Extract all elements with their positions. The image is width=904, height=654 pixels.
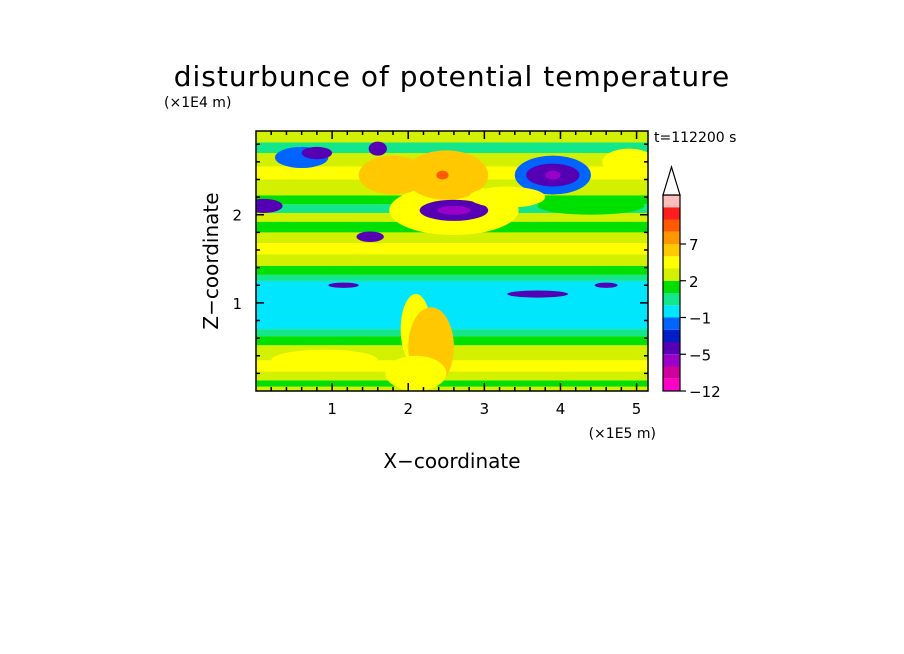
contour-band <box>256 142 648 154</box>
contour-band <box>256 380 648 387</box>
contour-band <box>256 274 648 281</box>
axis-ticks: 1 2 3 4 5 1 2 <box>232 131 648 418</box>
contour-band <box>256 265 648 275</box>
colorbar-swatch <box>663 342 680 355</box>
colorbar-tick-label: −12 <box>689 383 721 401</box>
contour-blob <box>271 349 378 371</box>
x-axis-title: X−coordinate <box>383 449 520 473</box>
chart-title: disturbunce of potential temperature <box>174 60 731 93</box>
colorbar-swatch <box>663 354 680 367</box>
plot-frame <box>255 130 649 392</box>
colorbar-swatch <box>663 293 680 306</box>
contour-blob <box>358 155 428 195</box>
colorbar-swatch <box>663 366 680 379</box>
contour-band <box>256 254 648 266</box>
contour-blob <box>545 170 561 180</box>
colorbar-swatch <box>663 378 680 391</box>
y-tick-label: 2 <box>232 207 242 225</box>
colorbar-swatch <box>663 317 680 330</box>
contour-band <box>256 386 648 391</box>
contour-band <box>256 313 648 330</box>
contour-blob <box>328 282 359 288</box>
contour-band <box>256 360 648 372</box>
contour-band <box>256 232 648 243</box>
contour-blob <box>368 141 387 156</box>
y-scale-label: (×1E4 m) <box>164 95 231 111</box>
time-label: t=112200 s <box>654 130 736 146</box>
colorbar-swatch <box>663 195 680 208</box>
contour-blob <box>437 205 471 215</box>
contour-band <box>256 131 648 143</box>
contour-blob <box>594 282 618 288</box>
contour-blob <box>469 186 546 208</box>
colorbar-swatch <box>663 256 680 269</box>
contour-blob <box>385 355 447 391</box>
colorbar-swatch <box>663 244 680 257</box>
x-tick-label: 4 <box>556 400 566 418</box>
x-tick-label: 1 <box>327 400 337 418</box>
contour-blob <box>301 146 333 160</box>
contour-band <box>256 280 648 314</box>
contour-blob <box>356 231 384 243</box>
contour-blob <box>256 198 283 213</box>
colorbar-swatch <box>663 231 680 244</box>
colorbar-swatch <box>663 207 680 220</box>
x-tick-label: 5 <box>632 400 642 418</box>
colorbar-swatch <box>663 268 680 281</box>
colorbar-extend-arrow <box>662 164 681 196</box>
colorbar-swatch <box>663 219 680 232</box>
contour-blob <box>602 148 648 176</box>
colorbar-swatch <box>663 280 680 293</box>
colorbar-tick-label: 2 <box>689 273 699 291</box>
x-scale-label: (×1E5 m) <box>589 426 656 442</box>
colorbar-swatch <box>663 305 680 318</box>
colorbar-tick-label: −5 <box>689 346 711 364</box>
contour-field <box>256 131 648 391</box>
x-tick-label: 2 <box>403 400 413 418</box>
colorbar-swatch <box>663 329 680 342</box>
x-tick-label: 3 <box>480 400 490 418</box>
colorbar: −12−5−127 <box>662 164 721 401</box>
colorbar-tick-label: −1 <box>689 310 711 328</box>
y-axis-title: Z−coordinate <box>199 192 223 329</box>
contour-blob <box>537 197 645 215</box>
contour-blob <box>507 290 569 298</box>
colorbar-tick-label: 7 <box>689 236 699 254</box>
contour-blob <box>436 170 449 180</box>
contour-band <box>256 371 648 381</box>
contour-band <box>256 242 648 255</box>
y-tick-label: 1 <box>232 295 242 313</box>
